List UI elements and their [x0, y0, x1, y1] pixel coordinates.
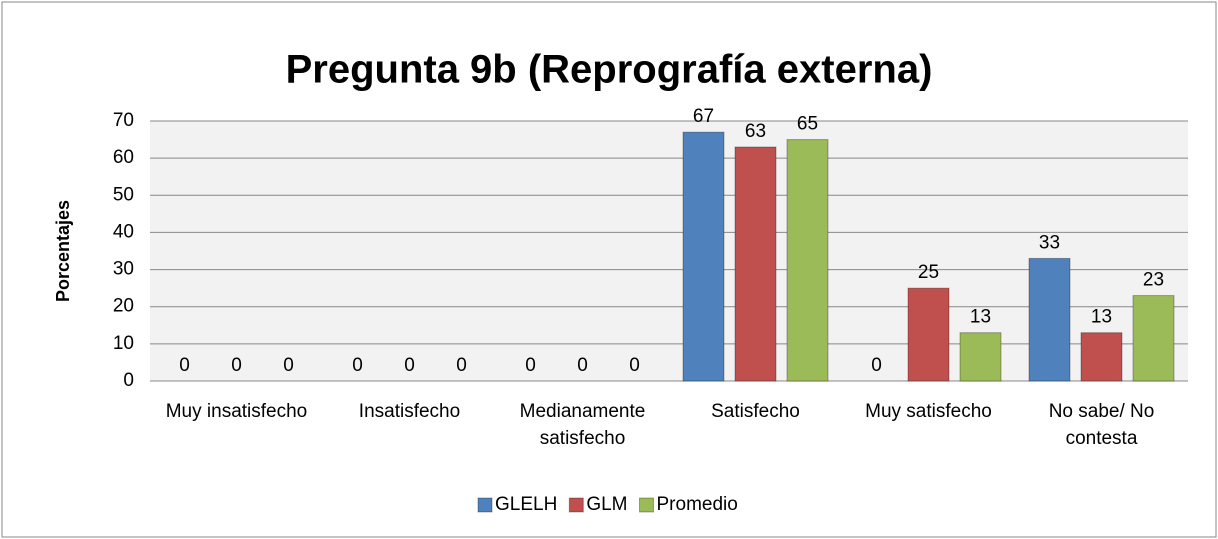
chart-title: Pregunta 9b (Reprografía externa) [286, 48, 933, 92]
data-label: 0 [179, 355, 190, 376]
data-label: 0 [352, 355, 363, 376]
y-tick-label: 10 [113, 333, 134, 354]
x-tick-label: Insatisfecho [358, 401, 461, 422]
data-label: 0 [231, 355, 242, 376]
data-label: 0 [283, 355, 294, 376]
data-label: 25 [918, 262, 939, 283]
legend-label: Promedio [657, 494, 738, 515]
data-label: 0 [525, 355, 536, 376]
data-label: 0 [629, 355, 640, 376]
legend-swatch [639, 497, 654, 513]
data-label: 23 [1143, 270, 1164, 291]
data-label: 33 [1039, 232, 1060, 253]
data-label: 65 [797, 114, 818, 135]
bar [959, 332, 1002, 382]
data-label: 0 [871, 355, 882, 376]
y-tick-label: 60 [113, 147, 134, 168]
data-label: 13 [1091, 307, 1112, 328]
bar [1080, 332, 1123, 382]
bar [786, 139, 829, 382]
bar [907, 287, 950, 382]
x-tick-label: Muy satisfecho [865, 401, 992, 422]
legend-label: GLM [586, 494, 627, 515]
y-axis-label: Porcentajes [53, 200, 73, 302]
x-tick-label: No sabe/ No contesta [1048, 401, 1155, 449]
bar [1132, 295, 1175, 382]
plot-area [150, 121, 1188, 381]
bar [1028, 257, 1071, 382]
legend-label: GLELH [495, 494, 557, 515]
legend-swatch [477, 497, 493, 513]
y-tick-label: 20 [113, 296, 134, 317]
data-label: 67 [693, 106, 714, 127]
x-tick-label: Muy insatisfecho [165, 401, 308, 422]
data-label: 0 [404, 355, 415, 376]
y-tick-label: 0 [123, 370, 134, 391]
data-label: 0 [577, 355, 588, 376]
data-label: 13 [970, 307, 991, 328]
bar [734, 146, 777, 382]
x-tick-label: Medianamente satisfecho [519, 401, 646, 449]
bar [682, 131, 725, 382]
legend-swatch [568, 497, 584, 513]
y-tick-label: 50 [113, 184, 134, 205]
y-tick-label: 40 [113, 221, 134, 242]
x-tick-label: Satisfecho [711, 401, 800, 422]
data-label: 0 [456, 355, 467, 376]
y-tick-label: 70 [113, 110, 134, 131]
y-tick-label: 30 [113, 259, 134, 280]
data-label: 63 [745, 121, 766, 142]
